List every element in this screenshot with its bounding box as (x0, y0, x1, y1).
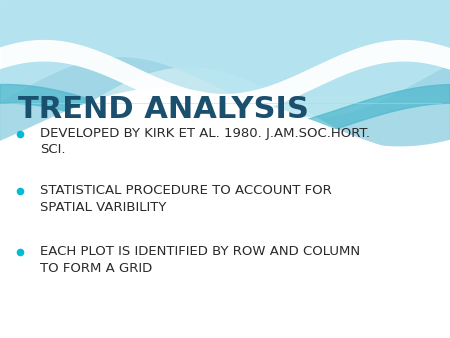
Text: EACH PLOT IS IDENTIFIED BY ROW AND COLUMN
TO FORM A GRID: EACH PLOT IS IDENTIFIED BY ROW AND COLUM… (40, 245, 360, 274)
Text: TREND ANALYSIS: TREND ANALYSIS (18, 95, 309, 124)
Text: DEVELOPED BY KIRK ET AL. 1980. J.AM.SOC.HORT.
SCI.: DEVELOPED BY KIRK ET AL. 1980. J.AM.SOC.… (40, 127, 370, 156)
Text: STATISTICAL PROCEDURE TO ACCOUNT FOR
SPATIAL VARIBILITY: STATISTICAL PROCEDURE TO ACCOUNT FOR SPA… (40, 184, 332, 214)
